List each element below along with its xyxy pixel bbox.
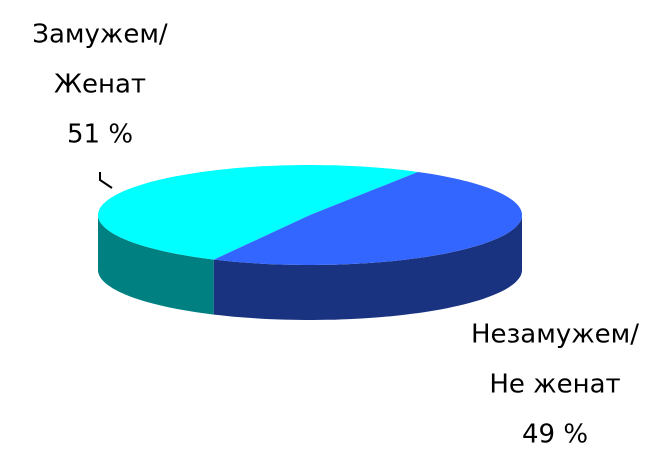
slice-label: Замужем/	[32, 20, 168, 50]
value-label: 51 %	[67, 120, 133, 150]
leader-line	[99, 172, 113, 189]
slice	[213, 172, 523, 265]
slice-label: Женат	[54, 70, 146, 100]
slice-side	[213, 215, 523, 320]
slice-side	[98, 215, 214, 315]
value-label: 49 %	[522, 420, 588, 450]
slice-label: Не женат	[489, 370, 620, 400]
slice-label: Незамужем/	[471, 320, 639, 350]
slice	[98, 165, 418, 260]
